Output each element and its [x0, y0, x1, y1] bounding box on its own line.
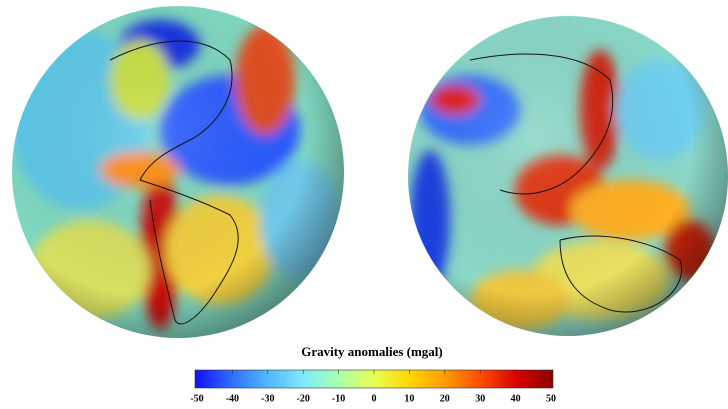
tick-label: -50 — [190, 393, 203, 404]
tick-label: 30 — [475, 393, 485, 404]
tick-label: -30 — [261, 393, 274, 404]
tick-label: -20 — [297, 393, 310, 404]
tick-label: 10 — [404, 393, 414, 404]
tick-label: 40 — [511, 393, 521, 404]
tick-label: -40 — [226, 393, 239, 404]
tick-label: 20 — [440, 393, 450, 404]
tick-label: 50 — [546, 393, 556, 404]
tick-label: -10 — [332, 393, 345, 404]
page: Gravity anomalies (mgal) -50 -40 -30 -20 -10… — [0, 0, 728, 409]
globe-asia-australia — [408, 16, 728, 336]
globe-americas — [10, 6, 344, 338]
colorbar-title: Gravity anomalies (mgal) — [301, 344, 443, 359]
tick-label: 0 — [372, 393, 377, 404]
